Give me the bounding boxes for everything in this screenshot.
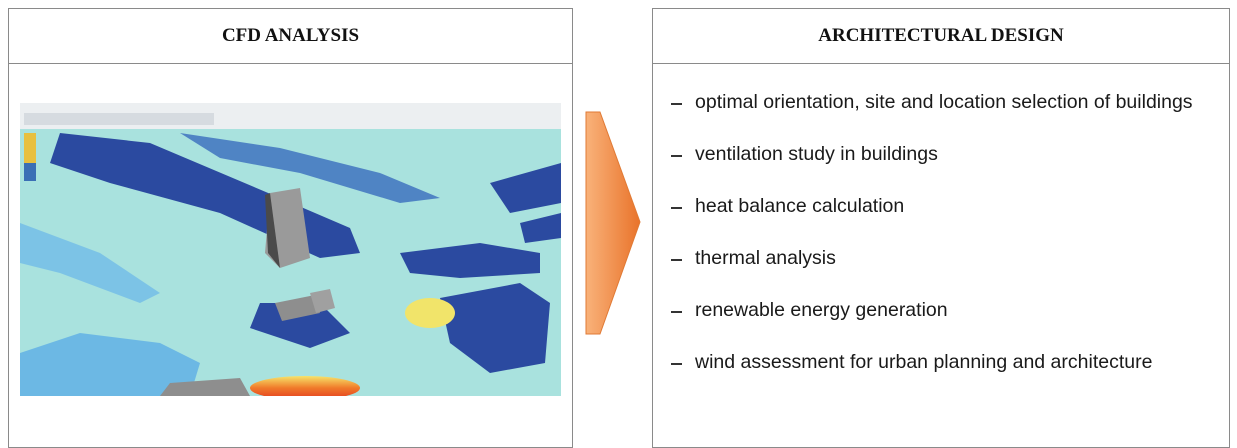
- cfd-image: [20, 103, 561, 396]
- bullet: [671, 207, 682, 209]
- bullet: [671, 259, 682, 261]
- list-item: optimal orientation, site and location s…: [669, 88, 1229, 117]
- item-text: wind assessment for urban planning and a…: [695, 351, 1152, 373]
- item-text: optimal orientation, site and location s…: [695, 91, 1193, 113]
- bullet: [671, 155, 682, 157]
- item-text: renewable energy generation: [695, 299, 948, 321]
- arrow: [580, 104, 650, 344]
- design-panel: ARCHITECTURAL DESIGN optimal orientation…: [652, 8, 1230, 448]
- list-item: wind assessment for urban planning and a…: [669, 348, 1229, 377]
- item-text: heat balance calculation: [695, 195, 904, 217]
- bullet: [671, 103, 682, 105]
- panel-title: CFD ANALYSIS: [9, 9, 572, 64]
- item-text: ventilation study in buildings: [695, 143, 938, 165]
- item-list: optimal orientation, site and location s…: [653, 64, 1229, 377]
- cfd-panel: CFD ANALYSIS: [8, 8, 573, 448]
- item-text: thermal analysis: [695, 247, 836, 269]
- list-item: renewable energy generation: [669, 296, 1229, 325]
- list-item: ventilation study in buildings: [669, 140, 1229, 169]
- list-item: thermal analysis: [669, 244, 1229, 273]
- list-item: heat balance calculation: [669, 192, 1229, 221]
- bullet: [671, 363, 682, 365]
- panel-title: ARCHITECTURAL DESIGN: [653, 9, 1229, 64]
- page: {"left": {"title": "CFD ANALYSIS"}, "rig…: [0, 0, 1237, 430]
- bullet: [671, 311, 682, 313]
